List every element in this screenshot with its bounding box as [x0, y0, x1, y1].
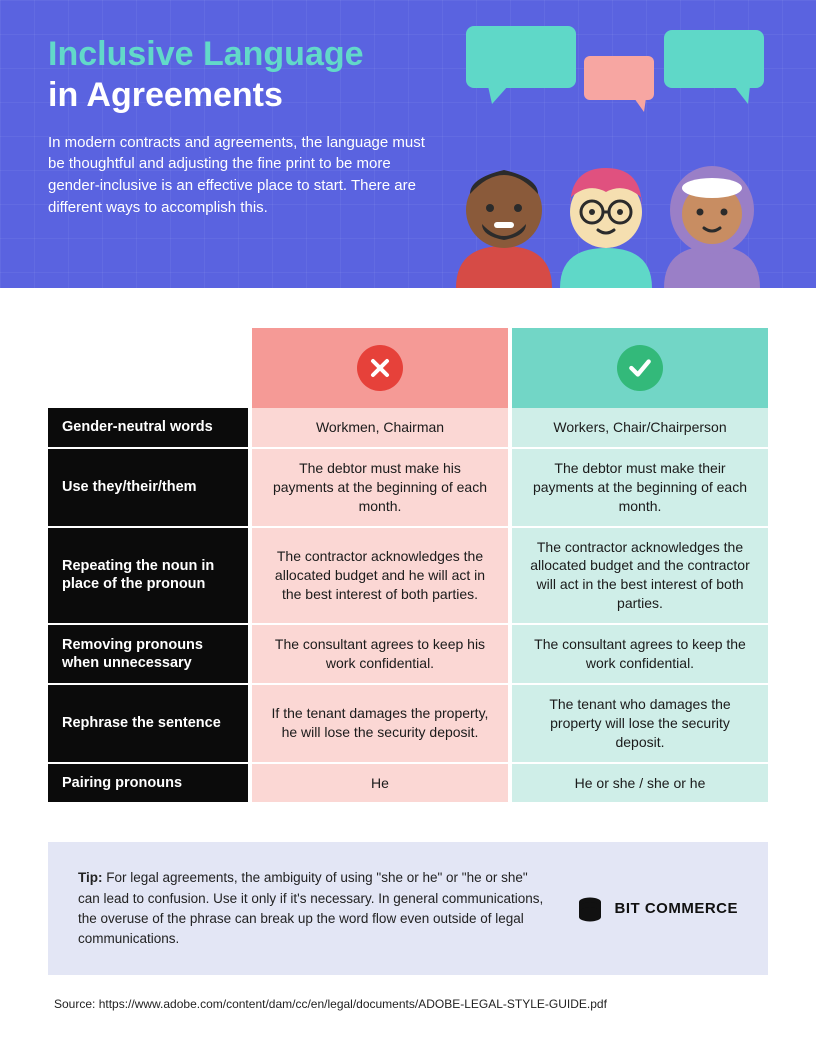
- good-column-header: [512, 328, 768, 408]
- intro-paragraph: In modern contracts and agreements, the …: [48, 132, 438, 219]
- check-icon: [617, 345, 663, 391]
- tip-body: For legal agreements, the ambiguity of u…: [78, 870, 543, 946]
- row-label: Use they/their/them: [48, 449, 248, 528]
- tip-box: Tip: For legal agreements, the ambiguity…: [48, 842, 768, 975]
- bad-example-cell: Workmen, Chairman: [252, 408, 508, 449]
- table-corner-blank: [48, 328, 248, 408]
- tip-label: Tip:: [78, 870, 103, 885]
- bad-example-cell: He: [252, 764, 508, 805]
- cross-icon: [357, 345, 403, 391]
- row-label: Pairing pronouns: [48, 764, 248, 805]
- brand-name: BIT COMMERCE: [615, 900, 739, 917]
- bad-example-cell: The contractor acknowledges the allocate…: [252, 528, 508, 626]
- comparison-table: Gender-neutral wordsWorkmen, ChairmanWor…: [48, 328, 768, 804]
- bad-example-cell: If the tenant damages the property, he w…: [252, 685, 508, 764]
- bad-example-cell: The debtor must make his payments at the…: [252, 449, 508, 528]
- good-example-cell: The tenant who damages the property will…: [512, 685, 768, 764]
- content-area: Gender-neutral wordsWorkmen, ChairmanWor…: [0, 288, 816, 1011]
- speech-bubbles-illustration: [466, 26, 766, 126]
- good-example-cell: He or she / she or he: [512, 764, 768, 805]
- people-illustration: [436, 138, 776, 288]
- row-label: Removing pronouns when unnecessary: [48, 625, 248, 685]
- bad-column-header: [252, 328, 508, 408]
- source-citation: Source: https://www.adobe.com/content/da…: [54, 997, 768, 1011]
- good-example-cell: The consultant agrees to keep the work c…: [512, 625, 768, 685]
- row-label: Gender-neutral words: [48, 408, 248, 449]
- brand-logo: BIT COMMERCE: [575, 894, 739, 924]
- row-label: Rephrase the sentence: [48, 685, 248, 764]
- good-example-cell: Workers, Chair/Chairperson: [512, 408, 768, 449]
- good-example-cell: The contractor acknowledges the allocate…: [512, 528, 768, 626]
- coins-icon: [575, 894, 605, 924]
- row-label: Repeating the noun in place of the prono…: [48, 528, 248, 626]
- tip-text: Tip: For legal agreements, the ambiguity…: [78, 868, 545, 949]
- good-example-cell: The debtor must make their payments at t…: [512, 449, 768, 528]
- bad-example-cell: The consultant agrees to keep his work c…: [252, 625, 508, 685]
- hero-banner: Inclusive Language in Agreements In mode…: [0, 0, 816, 288]
